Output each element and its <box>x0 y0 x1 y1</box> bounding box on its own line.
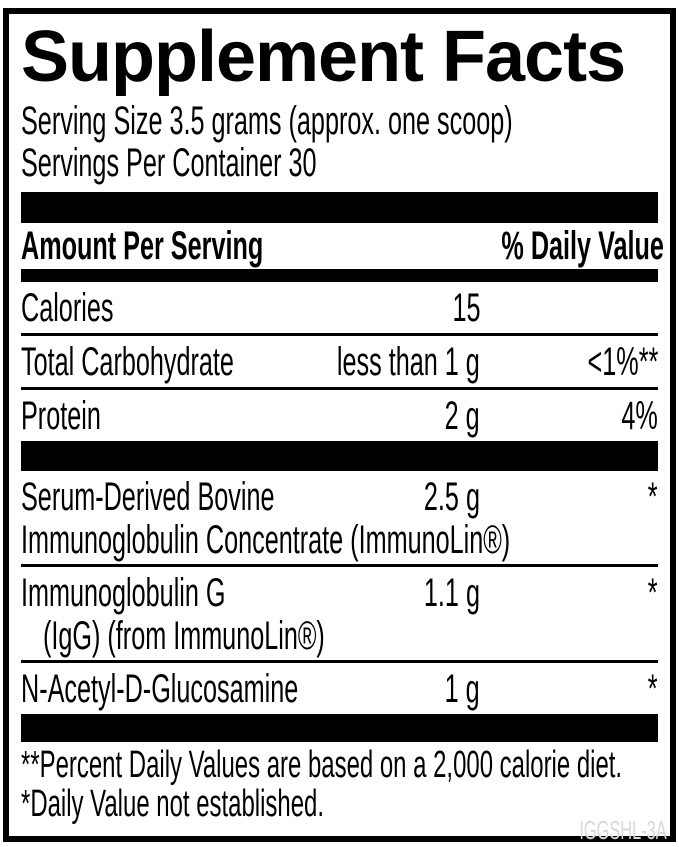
panel-title-text: Supplement Facts <box>21 17 626 97</box>
servings-per-container-text: Servings Per Container 30 <box>21 141 317 185</box>
separator-bar-middle <box>21 441 658 471</box>
nutrient-amount: 2.5 g <box>391 475 480 519</box>
nutrient-amount: 15 <box>436 286 480 330</box>
nutrient-amount-text: 2.5 g <box>423 475 480 519</box>
nutrient-name-text: Immunoglobulin G <box>21 571 226 615</box>
daily-value-header: % Daily Value <box>500 224 664 268</box>
nutrient-dv-text: 4% <box>621 394 658 438</box>
nutrient-name: Immunoglobulin G <box>21 571 658 615</box>
separator-bar-bottom <box>21 714 658 742</box>
nutrient-dv: <1%** <box>546 340 658 384</box>
amount-per-serving-header: Amount Per Serving <box>21 224 264 268</box>
serving-size-line: Serving Size 3.5 grams (approx. one scoo… <box>21 100 658 142</box>
nutrient-dv: * <box>642 571 658 615</box>
nutrient-dv-text: * <box>648 667 658 711</box>
nutrient-dv: * <box>642 667 658 711</box>
separator-bar-header <box>21 269 658 282</box>
nutrient-dv: * <box>642 475 658 519</box>
nutrient-name: Serum-Derived Bovine <box>21 475 658 519</box>
footnotes: **Percent Daily Values are based on a 2,… <box>21 742 658 826</box>
nutrient-name-continued: (IgG) (from ImmunoLin®) <box>21 615 658 657</box>
nutrient-row-immunoglobulin-g: Immunoglobulin G (IgG) (from ImmunoLin®)… <box>21 567 658 663</box>
nutrient-name-continued-text: (IgG) (from ImmunoLin®) <box>43 614 325 658</box>
nutrient-dv-text: * <box>648 571 658 615</box>
nutrient-dv-text: * <box>648 475 658 519</box>
footnote-text: *Daily Value not established. <box>21 783 324 825</box>
nutrient-amount-text: 2 g <box>444 394 480 438</box>
footnote-text: **Percent Daily Values are based on a 2,… <box>21 744 623 786</box>
nutrient-amount-text: 15 <box>451 286 480 330</box>
nutrient-row-serum-derived-bovine-immunoglobulin: Serum-Derived Bovine Immunoglobulin Conc… <box>21 471 658 567</box>
column-header-row: Amount Per Serving % Daily Value <box>21 223 663 269</box>
nutrient-amount: 1 g <box>424 667 480 711</box>
nutrient-name-continued: Immunoglobulin Concentrate (ImmunoLin®) <box>21 519 658 561</box>
panel-title: Supplement Facts <box>21 20 658 94</box>
nutrient-name: Protein <box>21 394 658 438</box>
nutrient-name-text: Serum-Derived Bovine <box>21 475 275 519</box>
nutrient-row-total-carbohydrate: Total Carbohydrate less than 1 g <1%** <box>21 336 658 390</box>
nutrient-name-text: Protein <box>21 394 101 438</box>
nutrient-name: N-Acetyl-D-Glucosamine <box>21 667 658 711</box>
nutrient-amount: less than 1 g <box>253 340 480 384</box>
nutrient-name: Calories <box>21 286 658 330</box>
nutrient-amount: 1.1 g <box>391 571 480 615</box>
nutrient-amount-text: 1 g <box>444 667 480 711</box>
nutrient-row-n-acetyl-d-glucosamine: N-Acetyl-D-Glucosamine 1 g * <box>21 663 658 714</box>
footnote-daily-value-not-established: *Daily Value not established. <box>21 785 658 824</box>
nutrient-amount: 2 g <box>424 394 480 438</box>
supplement-facts-panel: Supplement Facts Serving Size 3.5 grams … <box>3 8 676 842</box>
product-code: IGGSHL-3A <box>528 816 667 844</box>
nutrient-row-calories: Calories 15 <box>21 282 658 336</box>
nutrient-dv-text: <1%** <box>587 340 658 384</box>
nutrient-dv: 4% <box>600 394 658 438</box>
nutrient-row-protein: Protein 2 g 4% <box>21 390 658 441</box>
serving-size-text: Serving Size 3.5 grams (approx. one scoo… <box>21 99 513 143</box>
nutrient-name-text: N-Acetyl-D-Glucosamine <box>21 667 299 711</box>
footnote-percent-daily-values: **Percent Daily Values are based on a 2,… <box>21 746 658 785</box>
nutrient-name: Total Carbohydrate <box>21 340 658 384</box>
serving-info: Serving Size 3.5 grams (approx. one scoo… <box>21 100 658 184</box>
separator-bar-top <box>21 192 658 223</box>
nutrient-name-text: Total Carbohydrate <box>21 340 234 384</box>
nutrient-name-text: Calories <box>21 286 114 330</box>
servings-per-container-line: Servings Per Container 30 <box>21 142 658 184</box>
nutrient-amount-text: 1.1 g <box>423 571 480 615</box>
nutrient-name-continued-text: Immunoglobulin Concentrate (ImmunoLin®) <box>21 518 511 562</box>
product-code-text: IGGSHL-3A <box>579 815 667 845</box>
nutrient-amount-text: less than 1 g <box>337 340 480 384</box>
